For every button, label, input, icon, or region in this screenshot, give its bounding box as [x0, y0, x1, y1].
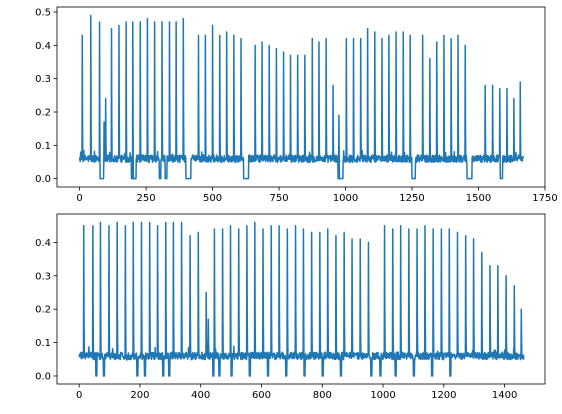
series-line	[78, 221, 525, 377]
y-tick-label: 0.1	[35, 338, 51, 349]
y-tick-label: 0.2	[35, 305, 51, 316]
x-tick-label: 1750	[532, 193, 557, 204]
x-tick-label: 400	[191, 390, 210, 401]
y-tick-label: 0.0	[35, 174, 51, 185]
x-tick-label: 200	[130, 390, 149, 401]
plot-panel-bottom: 0 200 400 600 800 1000 1200 1400 0.0 0.1 0.2 0.3 0.4	[35, 213, 546, 401]
x-tick-label: 1200	[431, 390, 456, 401]
y-tick-label: 0.0	[35, 371, 51, 382]
y-tick-label: 0.5	[35, 8, 51, 19]
y-tick-label: 0.4	[35, 238, 51, 249]
x-tick-label: 750	[270, 193, 289, 204]
y-tick-label: 0.3	[35, 74, 51, 85]
y-tick-label: 0.3	[35, 271, 51, 282]
x-tick-label: 800	[313, 390, 332, 401]
x-tick-label: 1000	[333, 193, 358, 204]
x-tick-label: 500	[203, 193, 222, 204]
plot-panel-top: 0 250 500 750 1000 1250 1500 1750 0.0 0.1 0.2 0.3 0.…	[35, 6, 558, 204]
series-line	[78, 14, 525, 180]
y-tick-label: 0.2	[35, 108, 51, 119]
x-tick-label: 250	[137, 193, 156, 204]
y-tick-label: 0.1	[35, 141, 51, 152]
x-tick-label: 600	[252, 390, 271, 401]
x-tick-label: 1400	[492, 390, 517, 401]
axes-frame	[56, 6, 546, 188]
x-tick-label: 0	[76, 390, 82, 401]
x-tick-label: 1500	[466, 193, 491, 204]
x-tick-label: 1250	[399, 193, 424, 204]
x-tick-label: 0	[76, 193, 82, 204]
y-tick-label: 0.4	[35, 41, 51, 52]
x-tick-label: 1000	[370, 390, 395, 401]
axes-frame	[56, 213, 546, 385]
